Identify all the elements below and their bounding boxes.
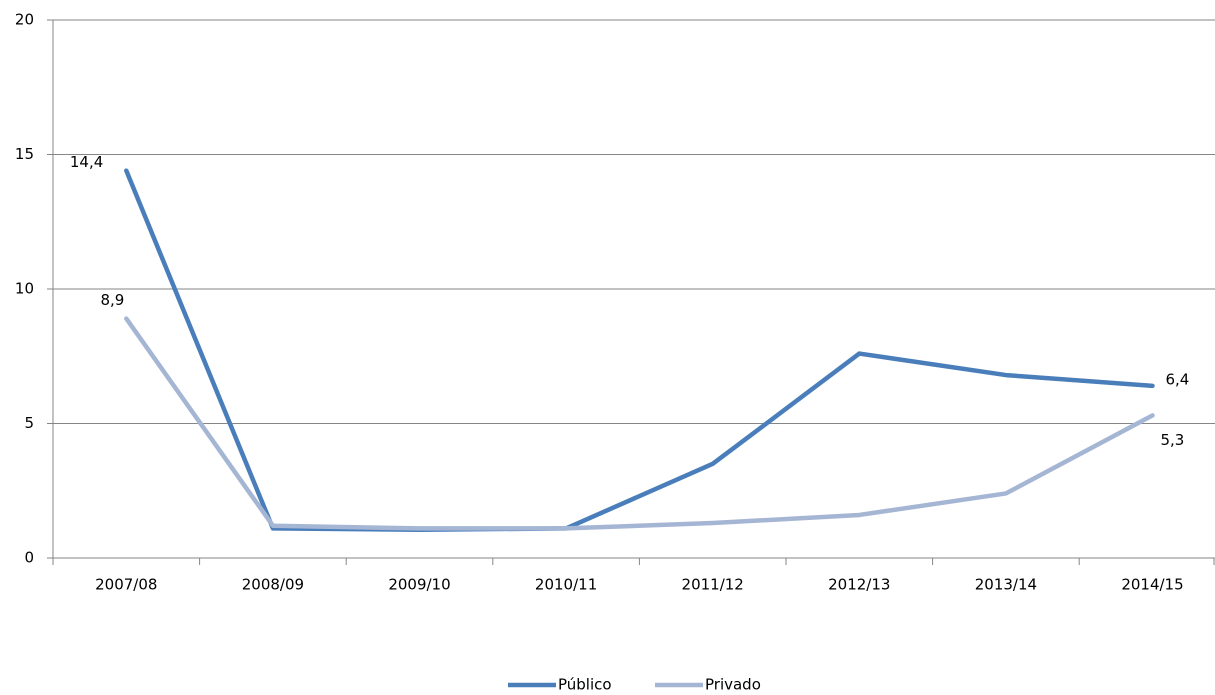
x-tick-label: 2011/12 — [682, 576, 744, 594]
y-tick-label: 5 — [24, 414, 34, 432]
data-label: 6,4 — [1166, 370, 1190, 388]
data-label: 14,4 — [70, 153, 103, 171]
x-tick-label: 2012/13 — [828, 576, 890, 594]
y-tick-label: 10 — [15, 280, 34, 298]
x-tick-label: 2014/15 — [1121, 576, 1183, 594]
series-line — [124, 168, 1155, 533]
x-tick-label: 2007/08 — [95, 576, 157, 594]
y-tick-label: 0 — [24, 549, 34, 567]
legend-label: Privado — [705, 676, 761, 694]
x-tick-label: 2010/11 — [535, 576, 597, 594]
y-tick-label: 20 — [15, 11, 34, 29]
legend-label: Público — [558, 676, 612, 694]
x-tick-label: 2009/10 — [388, 576, 450, 594]
x-tick-label: 2013/14 — [975, 576, 1037, 594]
y-tick-label: 15 — [15, 145, 34, 163]
data-label: 8,9 — [100, 291, 124, 309]
series-line — [124, 316, 1155, 531]
x-tick-label: 2008/09 — [242, 576, 304, 594]
data-label: 5,3 — [1161, 431, 1185, 449]
